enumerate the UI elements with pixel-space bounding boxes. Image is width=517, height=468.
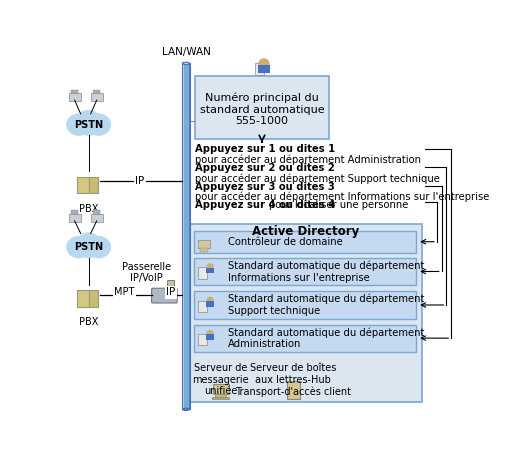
Text: Appuyez sur 3 ou dites 3: Appuyez sur 3 ou dites 3 bbox=[195, 182, 334, 192]
Bar bbox=[258, 65, 269, 73]
Circle shape bbox=[258, 58, 269, 68]
Bar bbox=[90, 214, 103, 222]
FancyBboxPatch shape bbox=[195, 76, 329, 139]
Text: IP: IP bbox=[135, 176, 145, 186]
Bar bbox=[206, 334, 214, 340]
Bar bbox=[255, 63, 264, 74]
Circle shape bbox=[206, 297, 214, 303]
Bar bbox=[215, 394, 226, 397]
Text: Passerelle
IP/VoIP: Passerelle IP/VoIP bbox=[122, 262, 171, 283]
Ellipse shape bbox=[183, 408, 190, 410]
FancyBboxPatch shape bbox=[194, 258, 416, 285]
Text: LAN/WAN: LAN/WAN bbox=[162, 47, 210, 57]
Circle shape bbox=[87, 114, 111, 135]
Text: Active Directory: Active Directory bbox=[252, 225, 359, 238]
Bar bbox=[213, 384, 229, 394]
Bar bbox=[89, 290, 98, 307]
Bar bbox=[71, 90, 78, 93]
Text: pour accéder au département Informations sur l'entreprise: pour accéder au département Informations… bbox=[195, 192, 489, 202]
Bar bbox=[71, 211, 78, 214]
FancyBboxPatch shape bbox=[151, 288, 177, 303]
Bar bbox=[69, 214, 81, 222]
FancyBboxPatch shape bbox=[194, 325, 416, 351]
Bar bbox=[183, 63, 190, 410]
Bar bbox=[166, 280, 174, 289]
Text: PBX: PBX bbox=[79, 204, 98, 214]
Text: Serveur de boîtes
aux lettres-Hub
Transport-d'accès client: Serveur de boîtes aux lettres-Hub Transp… bbox=[235, 363, 351, 397]
Bar bbox=[206, 268, 214, 273]
Text: Serveur de
messagerie
unifiée: Serveur de messagerie unifiée bbox=[192, 363, 249, 396]
FancyBboxPatch shape bbox=[190, 224, 422, 402]
Text: IP: IP bbox=[166, 287, 175, 297]
Bar bbox=[198, 240, 210, 248]
Circle shape bbox=[77, 110, 101, 132]
Circle shape bbox=[79, 240, 99, 258]
Circle shape bbox=[77, 233, 101, 255]
Text: PBX: PBX bbox=[79, 317, 98, 328]
Bar bbox=[212, 397, 229, 399]
Text: PSTN: PSTN bbox=[74, 242, 103, 252]
Bar bbox=[198, 300, 207, 312]
Bar bbox=[189, 63, 190, 410]
Bar bbox=[69, 93, 81, 101]
FancyBboxPatch shape bbox=[194, 231, 416, 253]
Bar bbox=[198, 267, 207, 278]
Bar bbox=[78, 290, 89, 307]
Bar bbox=[78, 177, 89, 193]
Bar bbox=[183, 63, 190, 410]
Text: Standard automatique du département
Informations sur l'entreprise: Standard automatique du département Info… bbox=[228, 260, 424, 283]
Circle shape bbox=[206, 263, 214, 270]
Text: Standard automatique du département
Administration: Standard automatique du département Admi… bbox=[228, 327, 424, 349]
Bar bbox=[287, 381, 300, 399]
Bar bbox=[94, 211, 100, 214]
Bar bbox=[90, 93, 103, 101]
Text: pour accéder au département Support technique: pour accéder au département Support tech… bbox=[195, 173, 440, 183]
Text: Contrôleur de domaine: Contrôleur de domaine bbox=[228, 237, 343, 247]
Text: pour localiser une personne: pour localiser une personne bbox=[269, 200, 408, 211]
Text: pour accéder au département Administration: pour accéder au département Administrati… bbox=[195, 154, 421, 165]
Bar bbox=[198, 334, 207, 345]
Circle shape bbox=[79, 117, 99, 135]
Bar bbox=[94, 90, 100, 93]
Text: Standard automatique du département
Support technique: Standard automatique du département Supp… bbox=[228, 294, 424, 316]
Circle shape bbox=[67, 114, 90, 135]
Text: PSTN: PSTN bbox=[74, 120, 103, 130]
Bar bbox=[206, 301, 214, 307]
Bar bbox=[200, 248, 208, 252]
Bar bbox=[89, 177, 98, 193]
FancyBboxPatch shape bbox=[194, 292, 416, 319]
Text: Appuyez sur 2 ou dites 2: Appuyez sur 2 ou dites 2 bbox=[195, 163, 334, 173]
Text: Numéro principal du
standard automatique
555-1000: Numéro principal du standard automatique… bbox=[200, 93, 324, 126]
Text: MPT: MPT bbox=[114, 287, 135, 297]
Bar bbox=[183, 63, 184, 410]
Circle shape bbox=[206, 330, 214, 336]
Text: Appuyez sur 1 ou dites 1: Appuyez sur 1 ou dites 1 bbox=[195, 145, 335, 154]
Circle shape bbox=[87, 236, 111, 258]
Circle shape bbox=[67, 236, 90, 258]
Text: Appuyez sur 4 ou dites 4: Appuyez sur 4 ou dites 4 bbox=[195, 200, 339, 211]
Ellipse shape bbox=[183, 62, 190, 65]
